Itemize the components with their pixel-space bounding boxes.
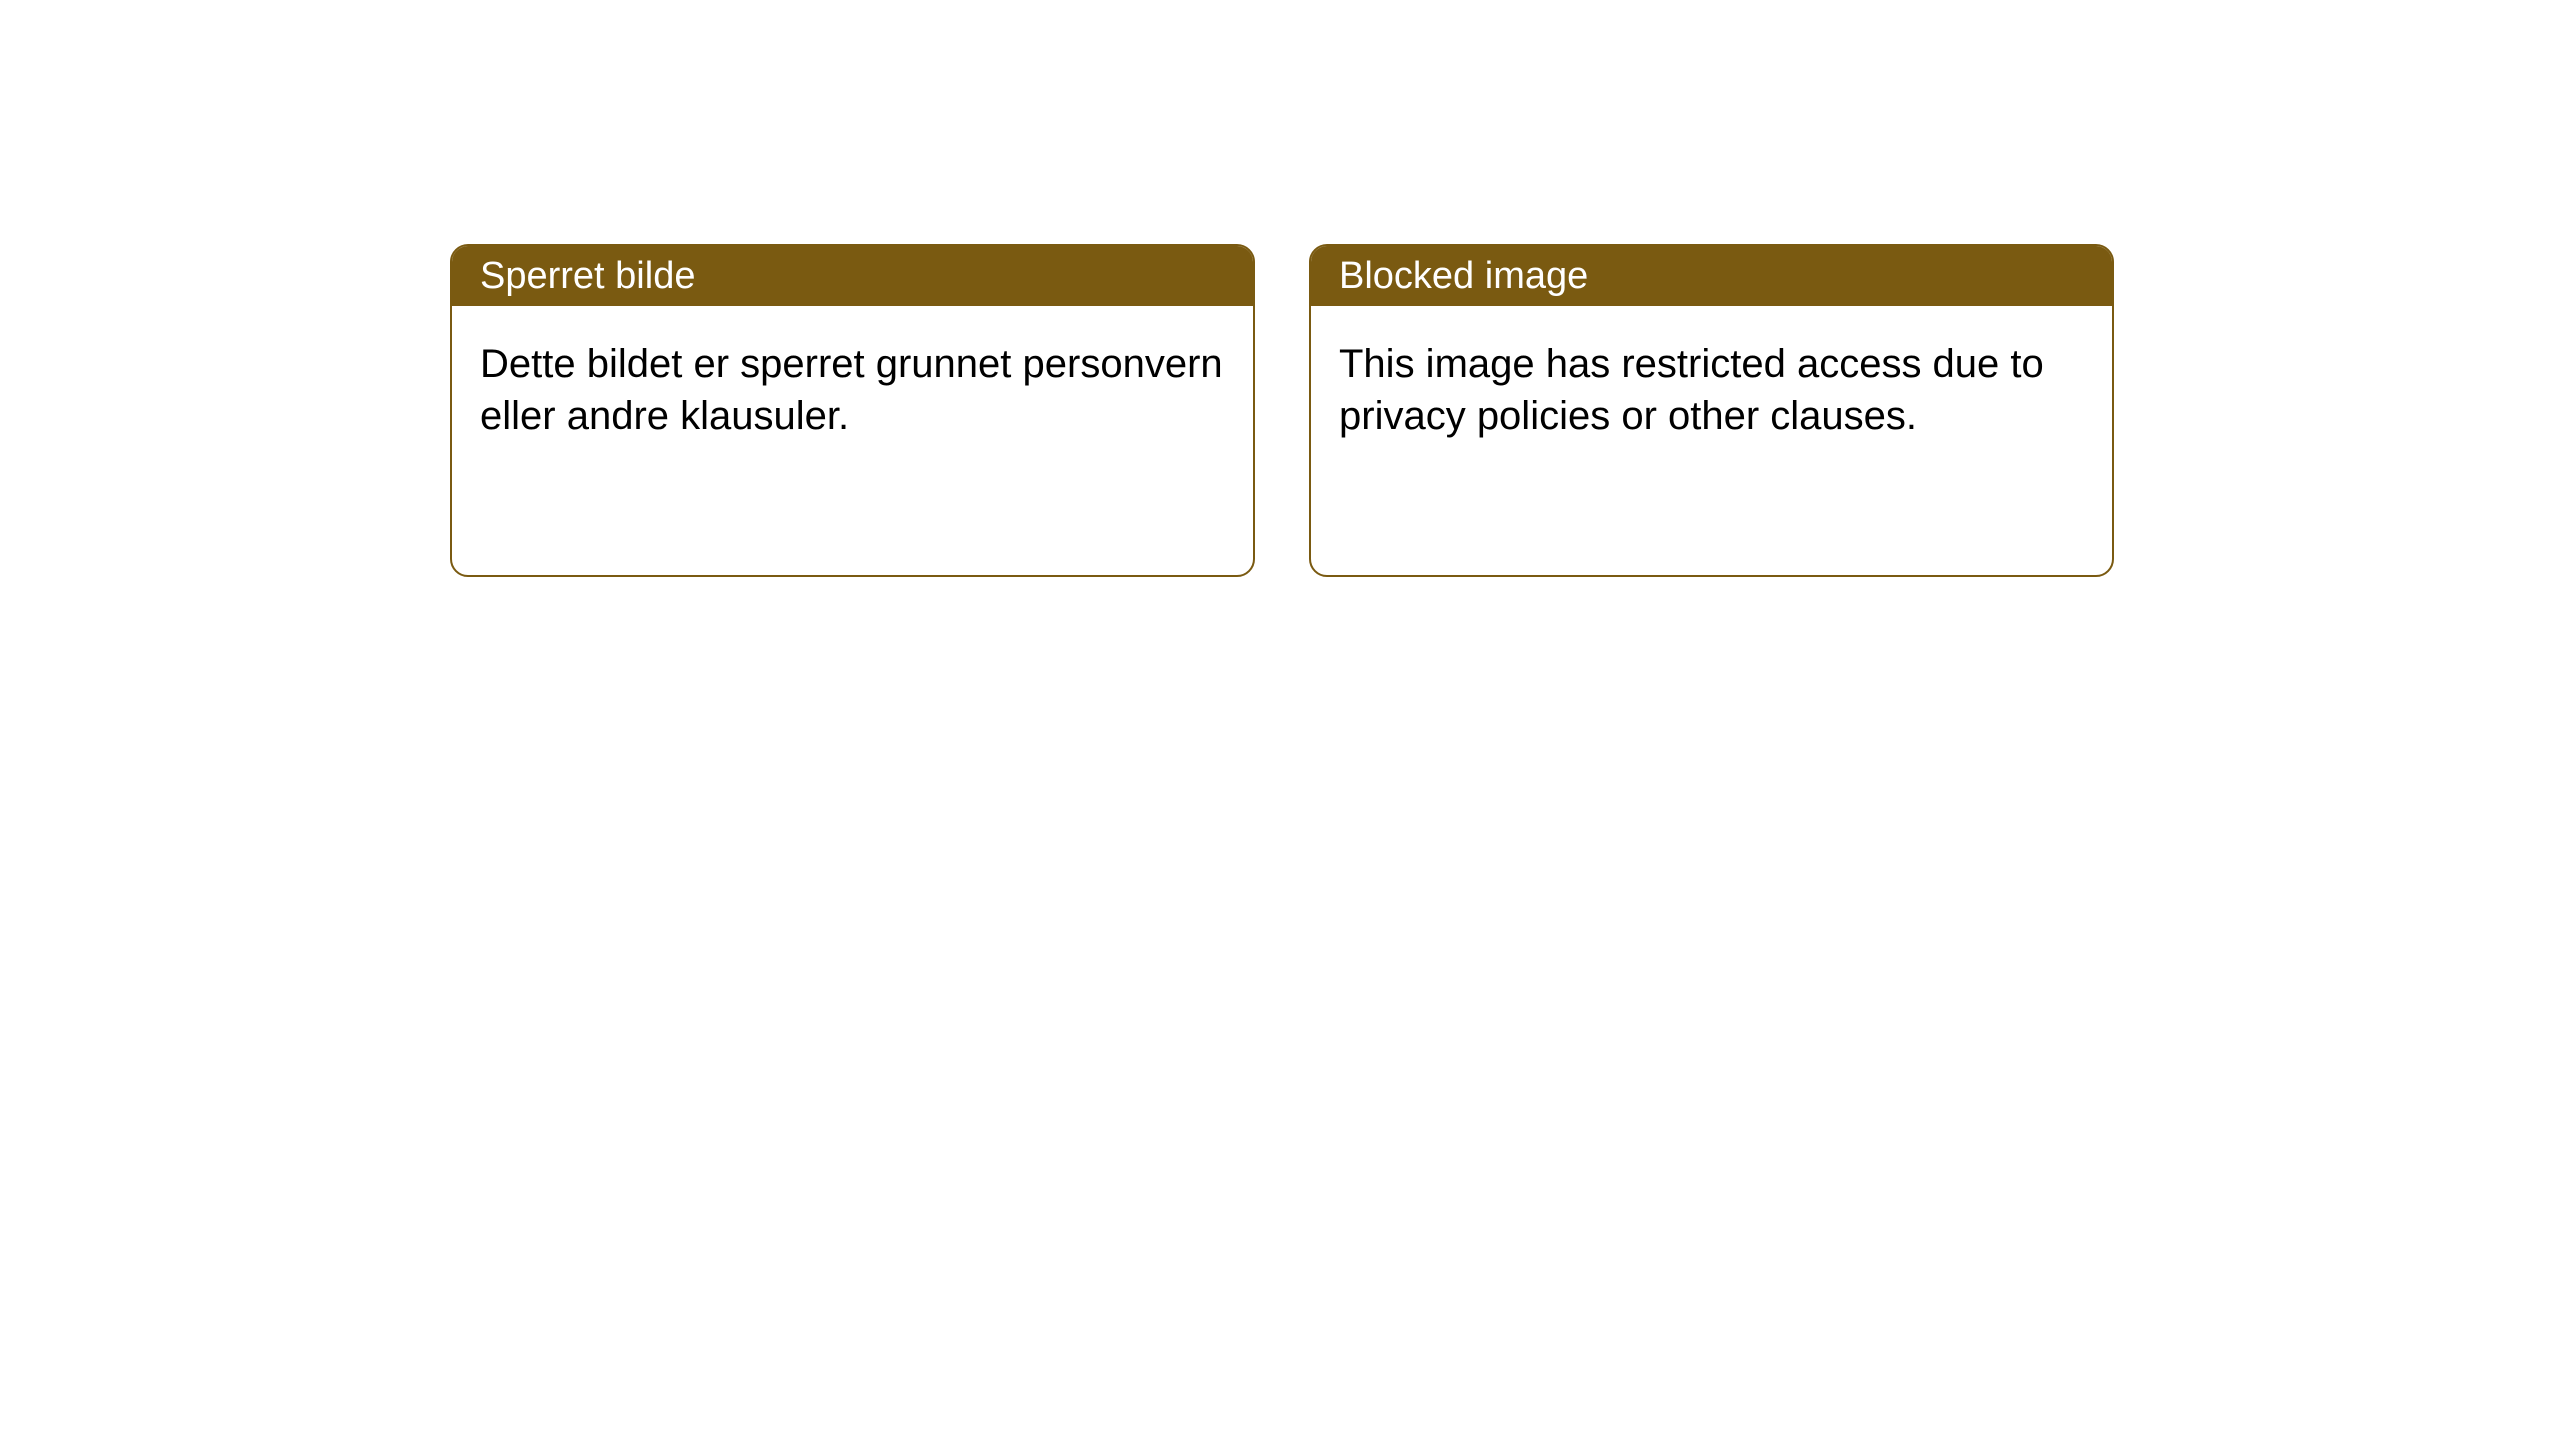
notice-body-no: Dette bildet er sperret grunnet personve… [452,306,1253,474]
notice-header-text-en: Blocked image [1339,255,1588,298]
notice-card-no: Sperret bilde Dette bildet er sperret gr… [450,244,1255,577]
notice-container: Sperret bilde Dette bildet er sperret gr… [450,244,2114,577]
notice-card-en: Blocked image This image has restricted … [1309,244,2114,577]
notice-header-en: Blocked image [1311,246,2112,306]
notice-body-en: This image has restricted access due to … [1311,306,2112,474]
notice-header-text-no: Sperret bilde [480,255,695,298]
notice-body-text-en: This image has restricted access due to … [1339,342,2044,438]
notice-header-no: Sperret bilde [452,246,1253,306]
notice-body-text-no: Dette bildet er sperret grunnet personve… [480,342,1223,438]
